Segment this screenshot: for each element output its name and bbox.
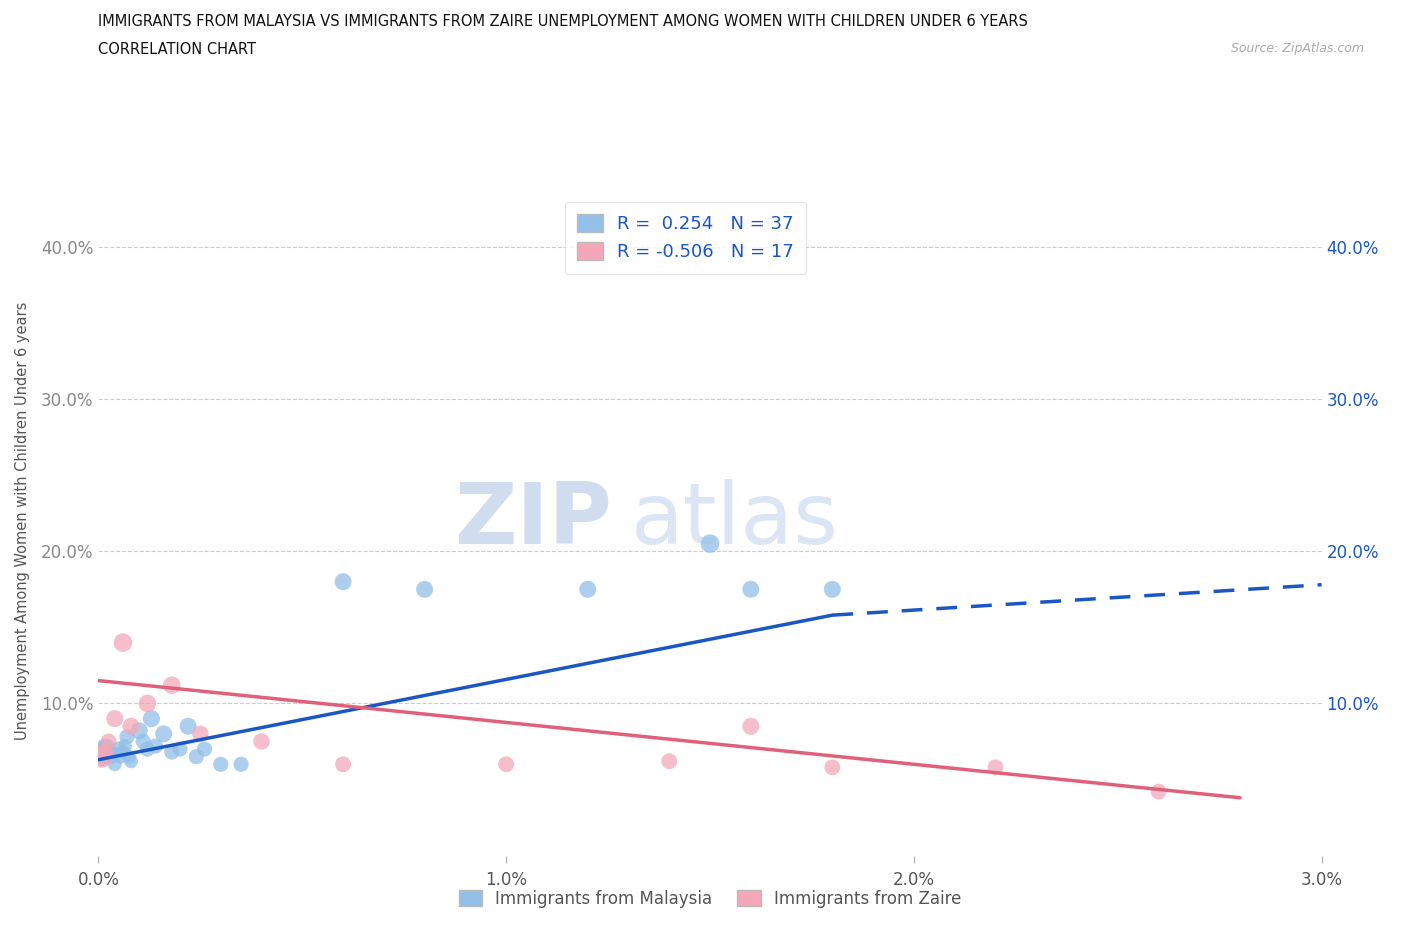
Point: [115, 729, 138, 744]
Point: [100, 745, 122, 760]
Point: [193, 741, 215, 756]
Legend: Immigrants from Malaysia, Immigrants from Zaire: Immigrants from Malaysia, Immigrants fro…: [451, 883, 969, 914]
Point: [97, 741, 120, 756]
Point: [141, 711, 163, 726]
Point: [111, 745, 134, 760]
Point: [90, 750, 112, 764]
Point: [90, 750, 112, 764]
Point: [188, 726, 212, 741]
Point: [332, 574, 354, 589]
Point: [821, 760, 844, 775]
Point: [231, 757, 253, 772]
Point: [1147, 784, 1170, 799]
Point: [93, 738, 115, 753]
Point: [120, 719, 142, 734]
Point: [699, 537, 721, 551]
Point: [96, 745, 118, 760]
Point: [740, 719, 762, 734]
Point: [160, 678, 183, 693]
Point: [104, 711, 127, 726]
Point: [91, 745, 114, 760]
Point: [132, 734, 155, 749]
Point: [152, 726, 174, 741]
Text: ZIP: ZIP: [454, 479, 612, 563]
Point: [821, 582, 844, 597]
Point: [177, 719, 200, 734]
Point: [128, 724, 150, 738]
Point: [160, 745, 183, 760]
Point: [413, 582, 436, 597]
Point: [209, 757, 232, 772]
Point: [111, 635, 134, 650]
Point: [104, 757, 127, 772]
Point: [250, 734, 273, 749]
Point: [658, 754, 681, 769]
Point: [96, 738, 118, 753]
Point: [186, 750, 208, 764]
Point: [118, 750, 141, 764]
Text: CORRELATION CHART: CORRELATION CHART: [98, 42, 256, 57]
Text: Source: ZipAtlas.com: Source: ZipAtlas.com: [1230, 42, 1364, 55]
Point: [91, 741, 114, 756]
Point: [740, 582, 762, 597]
Point: [145, 738, 167, 753]
Point: [332, 757, 354, 772]
Point: [984, 760, 1007, 775]
Point: [495, 757, 517, 772]
Point: [108, 741, 131, 756]
Point: [93, 745, 115, 760]
Point: [136, 696, 159, 711]
Point: [120, 754, 142, 769]
Point: [169, 741, 191, 756]
Point: [114, 738, 136, 753]
Text: IMMIGRANTS FROM MALAYSIA VS IMMIGRANTS FROM ZAIRE UNEMPLOYMENT AMONG WOMEN WITH : IMMIGRANTS FROM MALAYSIA VS IMMIGRANTS F…: [98, 14, 1028, 29]
Y-axis label: Unemployment Among Women with Children Under 6 years: Unemployment Among Women with Children U…: [15, 301, 30, 740]
Point: [94, 750, 117, 764]
Point: [97, 734, 120, 749]
Point: [136, 741, 159, 756]
Point: [576, 582, 599, 597]
Point: [101, 750, 124, 764]
Text: atlas: atlas: [630, 479, 838, 563]
Point: [110, 750, 132, 764]
